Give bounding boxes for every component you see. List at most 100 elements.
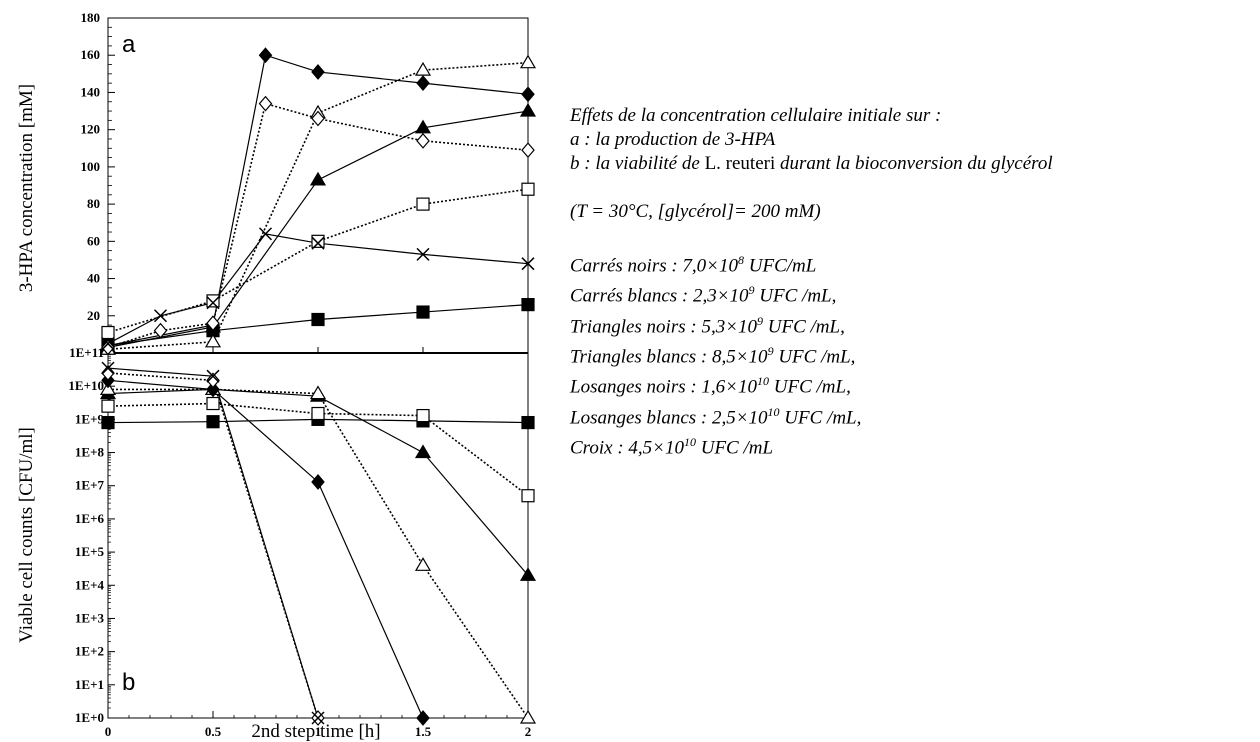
y-tick-label-b: 1E+9 <box>75 411 105 426</box>
caption-line-3-pre: b : la viabilité de <box>570 153 705 174</box>
legend-exponent: 9 <box>748 283 755 298</box>
marker-open-diamond <box>101 339 115 356</box>
marker-filled-square <box>521 415 535 430</box>
x-tick-label: 2 <box>525 724 532 739</box>
tick-labels: 204060801001201401601801E+01E+11E+21E+31… <box>68 10 531 739</box>
marker-filled-diamond <box>258 47 273 64</box>
marker-open-square <box>206 396 220 411</box>
marker-cross <box>101 337 115 351</box>
legend-item: Croix : 4,5×1010 UFC /mL <box>570 430 1260 460</box>
y-tick-label-a: 20 <box>87 308 100 323</box>
marker-filled-triangle <box>414 444 432 459</box>
x-tick-label: 0 <box>105 724 112 739</box>
legend-exponent: 10 <box>757 374 770 389</box>
legend-label: Losanges blancs : 2,5×10 <box>570 406 768 428</box>
marker-filled-square <box>101 415 115 430</box>
marker-open-square <box>101 399 115 413</box>
series-line-a-filled-triangle <box>107 110 529 349</box>
legend-exponent: 10 <box>683 434 696 449</box>
legend-exponent: 10 <box>767 404 780 419</box>
panel-label-a: a <box>122 31 136 58</box>
legend-item: Losanges noirs : 1,6×1010 UFC /mL, <box>570 369 1260 399</box>
marker-open-square <box>521 182 535 196</box>
marker-filled-diamond <box>416 710 430 726</box>
legend-unit: UFC /mL, <box>754 285 837 307</box>
chart: 204060801001201401601801E+01E+11E+21E+31… <box>16 10 537 742</box>
marker-filled-triangle <box>414 119 432 134</box>
marker-open-triangle <box>519 54 537 69</box>
y-tick-label-b: 1E+2 <box>75 644 104 659</box>
y-tick-label-a: 140 <box>81 84 101 99</box>
y-tick-label-b: 1E+0 <box>75 710 104 725</box>
y-tick-label-b: 1E+10 <box>68 378 104 393</box>
series-line-a-open-square <box>107 188 529 334</box>
legend-item: Carrés blancs : 2,3×109 UFC /mL, <box>570 278 1260 308</box>
legend-unit: UFC /mL, <box>779 406 862 428</box>
legend-label: Croix : 4,5×10 <box>570 437 684 459</box>
marker-open-diamond <box>206 315 220 332</box>
legend-exponent: 9 <box>767 343 774 358</box>
series-line-a-cross <box>107 233 529 345</box>
marker-open-diamond <box>153 322 168 339</box>
marker-open-square <box>311 234 325 248</box>
x-tick-label: 0.5 <box>205 724 222 739</box>
y-tick-label-a: 60 <box>87 233 100 248</box>
legend-label: Triangles blancs : 8,5×10 <box>570 346 768 368</box>
y-tick-label-b: 1E+4 <box>75 577 105 592</box>
marker-open-square <box>416 408 430 423</box>
figure-caption: Effets de la concentration cellulaire in… <box>570 104 1260 460</box>
caption-species: L. reuteri <box>704 153 776 174</box>
caption-line-2: a : la production de 3-HPA <box>570 129 776 150</box>
series-line-a-open-diamond <box>107 102 529 349</box>
marker-open-square <box>521 489 535 503</box>
legend-list: Carrés noirs : 7,0×108 UFC/mL Carrés blan… <box>570 248 1260 460</box>
y-tick-label-a: 100 <box>81 159 101 174</box>
marker-cross <box>258 227 273 241</box>
legend-unit: UFC /mL <box>695 437 774 459</box>
marker-cross <box>206 369 220 383</box>
caption-line-3-post: durant la bioconversion du glycérol <box>775 153 1053 174</box>
marker-filled-square <box>206 415 220 429</box>
y-tick-label-a: 40 <box>87 271 100 286</box>
series-line-a-filled-diamond <box>107 54 529 347</box>
marker-open-triangle <box>309 385 327 400</box>
marker-open-square <box>101 325 115 340</box>
legend-label: Carrés noirs : 7,0×10 <box>570 255 739 277</box>
y-tick-label-b: 1E+5 <box>75 544 105 559</box>
marker-cross <box>153 309 168 323</box>
marker-cross <box>311 711 325 725</box>
y-tick-label-b: 1E+11 <box>69 345 104 360</box>
marker-cross <box>521 257 535 271</box>
panel-label-b: b <box>122 669 135 696</box>
x-axis-title: 2nd step time [h] <box>251 721 380 742</box>
legend-label: Losanges noirs : 1,6×10 <box>570 376 758 398</box>
marker-filled-triangle <box>519 567 537 581</box>
marker-open-diamond <box>416 132 430 149</box>
series-line-b-open-triangle <box>108 388 529 719</box>
y-axis-title-a: 3-HPA concentration [mM] <box>16 84 37 292</box>
marker-open-square <box>311 406 325 421</box>
legend-item: Triangles blancs : 8,5×109 UFC /mL, <box>570 339 1260 369</box>
caption-line-1: Effets de la concentration cellulaire in… <box>570 105 942 126</box>
marker-cross <box>416 247 430 261</box>
marker-open-diamond <box>521 142 535 159</box>
legend-item: Losanges blancs : 2,5×1010 UFC /mL, <box>570 400 1260 430</box>
y-tick-label-b: 1E+1 <box>75 677 104 692</box>
y-tick-label-b: 1E+6 <box>75 511 105 526</box>
marker-filled-triangle <box>519 102 537 117</box>
marker-open-diamond <box>311 110 325 127</box>
marker-open-square <box>416 197 430 211</box>
y-tick-label-b: 1E+7 <box>75 478 105 493</box>
marker-open-diamond <box>206 372 220 389</box>
legend-label: Carrés blancs : 2,3×10 <box>570 285 749 307</box>
y-tick-label-a: 160 <box>81 47 101 62</box>
legend-unit: UFC /mL, <box>769 376 851 398</box>
marker-open-diamond <box>101 365 115 381</box>
legend-item: Triangles noirs : 5,3×109 UFC /mL, <box>570 309 1260 339</box>
legend-item: Carrés noirs : 7,0×108 UFC/mL <box>570 248 1260 278</box>
marker-filled-diamond <box>206 381 220 398</box>
legend-exponent: 8 <box>738 253 745 267</box>
x-tick-label: 1.5 <box>415 724 432 739</box>
legend-unit: UFC/mL <box>744 255 817 277</box>
marker-filled-square <box>416 305 430 319</box>
